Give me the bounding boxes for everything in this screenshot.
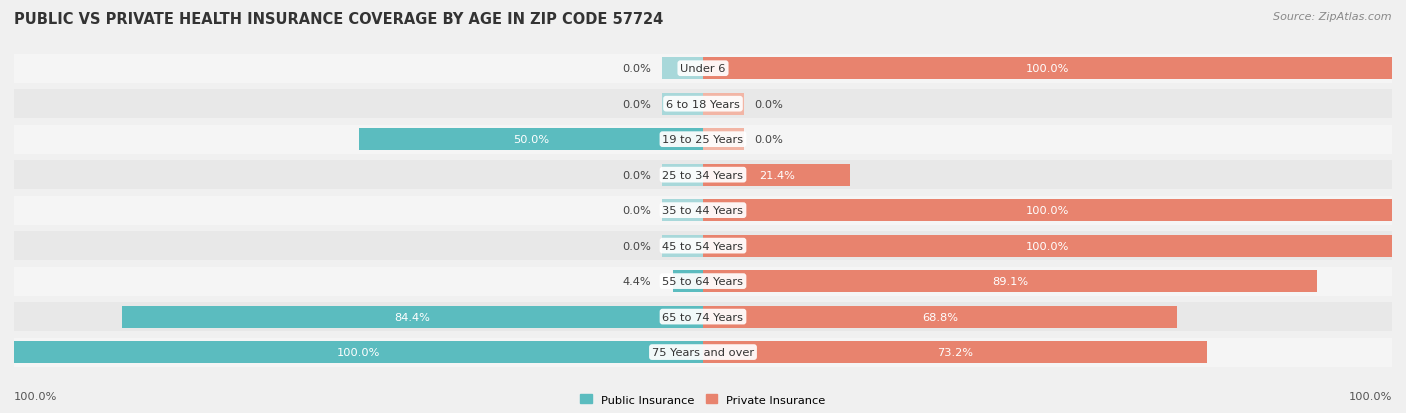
Text: 0.0%: 0.0%: [623, 100, 651, 109]
Text: 0.0%: 0.0%: [623, 206, 651, 216]
Bar: [672, 271, 703, 292]
Text: 100.0%: 100.0%: [1348, 391, 1392, 401]
Text: 50.0%: 50.0%: [513, 135, 548, 145]
Bar: [662, 164, 703, 186]
Bar: [14, 302, 1392, 331]
Bar: [14, 125, 1392, 154]
Bar: [14, 338, 1392, 367]
Text: PUBLIC VS PRIVATE HEALTH INSURANCE COVERAGE BY AGE IN ZIP CODE 57724: PUBLIC VS PRIVATE HEALTH INSURANCE COVER…: [14, 12, 664, 27]
Bar: [14, 90, 1392, 119]
Bar: [14, 232, 1392, 261]
Bar: [703, 341, 1208, 363]
Legend: Public Insurance, Private Insurance: Public Insurance, Private Insurance: [581, 394, 825, 405]
Bar: [703, 164, 851, 186]
Bar: [14, 55, 1392, 83]
Bar: [703, 129, 744, 151]
Bar: [14, 196, 1392, 225]
Text: 19 to 25 Years: 19 to 25 Years: [662, 135, 744, 145]
Text: 100.0%: 100.0%: [1026, 64, 1069, 74]
Text: 4.4%: 4.4%: [623, 276, 651, 287]
Text: 45 to 54 Years: 45 to 54 Years: [662, 241, 744, 251]
Text: 0.0%: 0.0%: [623, 170, 651, 180]
Text: 6 to 18 Years: 6 to 18 Years: [666, 100, 740, 109]
Text: 65 to 74 Years: 65 to 74 Years: [662, 312, 744, 322]
Text: 100.0%: 100.0%: [1026, 241, 1069, 251]
Bar: [14, 161, 1392, 190]
Text: 25 to 34 Years: 25 to 34 Years: [662, 170, 744, 180]
Text: 84.4%: 84.4%: [394, 312, 430, 322]
Text: 100.0%: 100.0%: [14, 391, 58, 401]
Text: 0.0%: 0.0%: [755, 135, 783, 145]
Bar: [121, 306, 703, 328]
Bar: [662, 58, 703, 80]
Bar: [662, 199, 703, 222]
Text: 21.4%: 21.4%: [759, 170, 794, 180]
Text: 75 Years and over: 75 Years and over: [652, 347, 754, 357]
Text: 35 to 44 Years: 35 to 44 Years: [662, 206, 744, 216]
Bar: [662, 93, 703, 115]
Bar: [14, 341, 703, 363]
Text: 73.2%: 73.2%: [938, 347, 973, 357]
Bar: [703, 199, 1392, 222]
Text: 89.1%: 89.1%: [991, 276, 1028, 287]
Bar: [662, 235, 703, 257]
Bar: [703, 271, 1317, 292]
Text: Under 6: Under 6: [681, 64, 725, 74]
Text: 55 to 64 Years: 55 to 64 Years: [662, 276, 744, 287]
Text: Source: ZipAtlas.com: Source: ZipAtlas.com: [1274, 12, 1392, 22]
Bar: [703, 306, 1177, 328]
Text: 100.0%: 100.0%: [337, 347, 380, 357]
Text: 0.0%: 0.0%: [623, 241, 651, 251]
Bar: [703, 93, 744, 115]
Text: 0.0%: 0.0%: [623, 64, 651, 74]
Bar: [703, 58, 1392, 80]
Bar: [14, 267, 1392, 296]
Bar: [703, 235, 1392, 257]
Text: 0.0%: 0.0%: [755, 100, 783, 109]
Bar: [359, 129, 703, 151]
Text: 100.0%: 100.0%: [1026, 206, 1069, 216]
Text: 68.8%: 68.8%: [922, 312, 957, 322]
